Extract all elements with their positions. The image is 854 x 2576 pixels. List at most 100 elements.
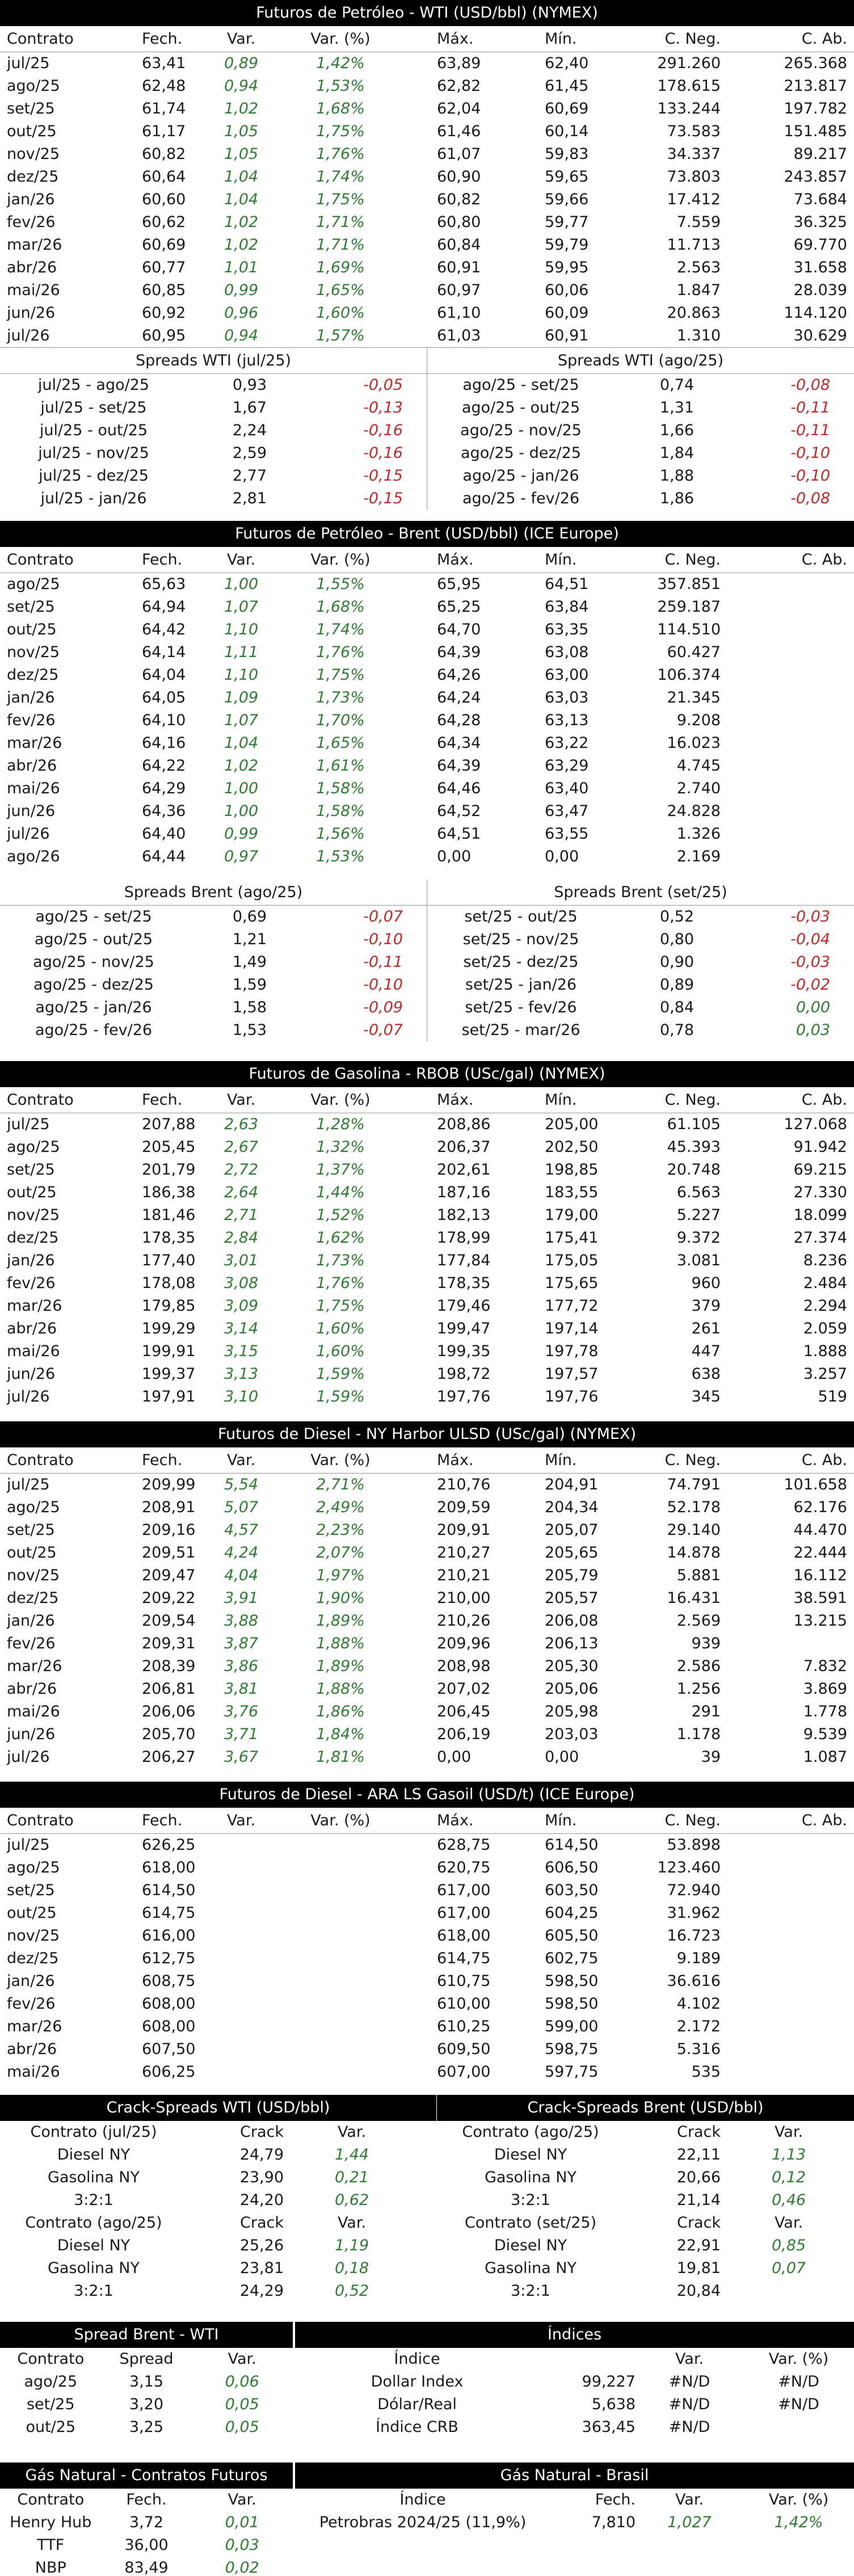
- table-cell: 597,75: [545, 2063, 599, 2081]
- spread-var: -0,10: [790, 467, 830, 485]
- table-cell: 60,69: [545, 100, 589, 117]
- table-cell: dez/25: [7, 1589, 59, 1607]
- spread-var: -0,07: [363, 908, 403, 925]
- wti-title: Futuros de Petróleo - WTI (USD/bbl) (NYM…: [0, 0, 854, 26]
- table-cell: nov/25: [7, 1567, 60, 1584]
- table-cell: 1,07: [224, 598, 259, 616]
- table-cell: 44.470: [793, 1521, 847, 1539]
- table-cell: 60,77: [142, 259, 186, 276]
- spread-row: ago/25 - dez/25 1,84 -0,10: [427, 442, 854, 465]
- table-cell: 1,97%: [316, 1567, 365, 1584]
- ulsd-title: Futuros de Diesel - NY Harbor ULSD (USc/…: [0, 1421, 854, 1447]
- table-cell: 60,91: [437, 259, 481, 276]
- table-cell: 1,60%: [316, 304, 365, 322]
- gas-brasil-title: Gás Natural - Brasil: [295, 2463, 854, 2489]
- crack-product: Diesel NY: [57, 2146, 131, 2163]
- table-cell: 206,81: [142, 1680, 196, 1698]
- table-cell: 2,67: [224, 1138, 259, 1156]
- gasoil-title: Futuros de Diesel - ARA LS Gasoil (USD/t…: [0, 1782, 854, 1808]
- table-cell: 608,00: [142, 1995, 196, 2013]
- table-cell: 197,76: [437, 1388, 491, 1405]
- spread-row: jul/25 - out/25 2,24 -0,16: [0, 419, 427, 442]
- table-row: jun/26 64,36 1,00 1,58% 64,52 63,47 24.828: [0, 800, 854, 823]
- column-header: Máx.: [437, 551, 474, 569]
- table-cell: 63,22: [545, 734, 589, 752]
- crack-value: 23,81: [239, 2259, 284, 2277]
- table-cell: 1,90%: [316, 1589, 365, 1607]
- table-cell: 2.294: [803, 1297, 847, 1315]
- spread-row: set/25 - nov/25 0,80 -0,04: [427, 928, 854, 951]
- table-cell: 13.215: [793, 1612, 847, 1630]
- table-cell: 1,00: [224, 802, 259, 820]
- table-cell: [199, 1970, 295, 1993]
- table-cell: mar/26: [7, 1297, 62, 1315]
- column-header: Crack: [677, 2123, 721, 2141]
- table-cell: 1.778: [803, 1703, 847, 1720]
- table-cell: 205,00: [545, 1116, 599, 1133]
- table-cell: 199,91: [142, 1342, 196, 1360]
- table-row: set/25 3,20 0,05: [0, 2393, 293, 2416]
- column-header: Var.: [774, 2214, 803, 2232]
- spread-pair: set/25 - nov/25: [462, 931, 579, 948]
- table-cell: #N/D: [668, 2396, 710, 2413]
- spread-pair: ago/25 - out/25: [461, 399, 580, 416]
- table-cell: 2.169: [676, 848, 721, 865]
- table-cell: 1,65%: [316, 734, 365, 752]
- table-cell: 1,10: [224, 666, 259, 684]
- spread-value: 1,84: [659, 444, 694, 462]
- table-cell: 607,00: [437, 2063, 491, 2081]
- table-cell: 205,45: [142, 1138, 196, 1156]
- table-cell: 64,36: [142, 802, 186, 820]
- table-cell: 0,03: [225, 2536, 259, 2554]
- crack-row: Gasolina NY 23,90 0,21: [0, 2166, 436, 2189]
- spread-pair: jul/25 - ago/25: [37, 376, 150, 394]
- table-cell: 179,85: [142, 1297, 196, 1315]
- table-cell: 61,74: [142, 100, 186, 117]
- table-cell: 243.857: [784, 168, 847, 186]
- spread-row: ago/25 - nov/25 1,49 -0,11: [0, 951, 427, 974]
- table-cell: 34.337: [667, 145, 721, 163]
- table-row: nov/25 209,47 4,04 1,97% 210,21 205,79 5.881 16…: [0, 1564, 854, 1587]
- table-cell: 63,47: [545, 802, 589, 820]
- table-cell: 1,57%: [316, 327, 365, 344]
- table-cell: 1,00: [224, 575, 259, 593]
- table-cell: 59,66: [545, 191, 589, 208]
- spread-row: ago/25 - out/25 1,31 -0,11: [427, 397, 854, 419]
- spread-pair: set/25 - fev/26: [465, 999, 577, 1016]
- table-cell: 605,50: [545, 1927, 599, 1944]
- table-cell: set/25: [7, 100, 55, 117]
- table-cell: 197,76: [545, 1388, 599, 1405]
- table-cell: 209,96: [437, 1635, 491, 1652]
- table-cell: 626,25: [142, 1836, 196, 1854]
- table-cell: [743, 2416, 854, 2439]
- table-cell: 123.460: [657, 1859, 721, 1876]
- table-cell: #N/D: [778, 2396, 819, 2413]
- table-row: abr/26 607,50 609,50 598,75 5.316: [0, 2038, 854, 2061]
- table-cell: dez/25: [7, 666, 59, 684]
- crack-var: 1,13: [771, 2146, 806, 2163]
- column-header: C. Neg.: [664, 30, 721, 48]
- table-cell: 62,48: [142, 77, 186, 95]
- table-row: TTF 36,00 0,03: [0, 2534, 293, 2557]
- table-cell: 1,07: [224, 712, 259, 729]
- table-row: abr/26 206,81 3,81 1,88% 207,02 205,06 1.256 3.…: [0, 1678, 854, 1701]
- table-cell: 357.851: [657, 575, 721, 593]
- table-cell: 62.176: [793, 1499, 847, 1516]
- table-cell: 2,63: [224, 1116, 259, 1133]
- table-cell: 0,00: [437, 1748, 472, 1766]
- spread-var: -0,03: [790, 908, 830, 925]
- table-cell: 519: [818, 1388, 847, 1405]
- table-cell: [199, 2061, 295, 2083]
- crack-row: Gasolina NY 19,81 0,07: [437, 2257, 854, 2280]
- table-cell: [726, 1947, 854, 1970]
- table-cell: set/25: [7, 1521, 55, 1539]
- table-cell: 3,86: [224, 1657, 259, 1675]
- table-cell: 63,00: [545, 666, 589, 684]
- table-cell: 91.942: [793, 1138, 847, 1156]
- spread-value: 2,59: [232, 444, 267, 462]
- table-row: out/25 64,42 1,10 1,74% 64,70 63,35 114.510: [0, 618, 854, 641]
- table-cell: 64,10: [142, 712, 186, 729]
- spread-bw-title: Spread Brent - WTI: [0, 2322, 293, 2348]
- table-cell: 63,40: [545, 780, 589, 797]
- crack-header-row: Contrato (set/25) Crack Var.: [437, 2212, 854, 2234]
